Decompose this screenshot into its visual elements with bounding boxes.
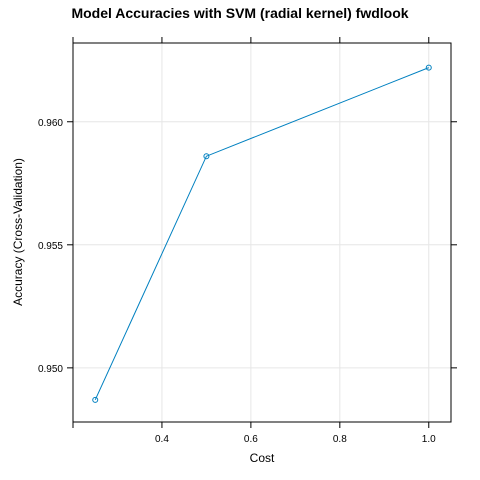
plot-frame: [72, 42, 452, 423]
chart-title: Model Accuracies with SVM (radial kernel…: [71, 5, 408, 21]
data-point: [203, 153, 210, 160]
axis-ticks: [67, 37, 457, 428]
y-tick-label: 0.960: [38, 118, 63, 129]
x-tick-label: 1.0: [422, 434, 436, 445]
x-tick-label: 0.4: [155, 434, 169, 445]
data-point: [92, 396, 99, 403]
x-tick-label: 0.8: [333, 434, 347, 445]
grid: [73, 43, 451, 422]
y-axis-label: Accuracy (Cross-Validation): [11, 158, 25, 306]
x-axis-label: Cost: [250, 451, 275, 465]
data-point: [425, 64, 432, 71]
series-layer: [92, 64, 432, 403]
y-tick-label: 0.950: [38, 364, 63, 375]
y-tick-label: 0.955: [38, 241, 63, 252]
tick-labels: 0.4 0.6 0.8 1.0 0.950 0.955 0.960: [38, 118, 436, 445]
x-tick-label: 0.6: [244, 434, 258, 445]
series-line: [94, 67, 429, 401]
